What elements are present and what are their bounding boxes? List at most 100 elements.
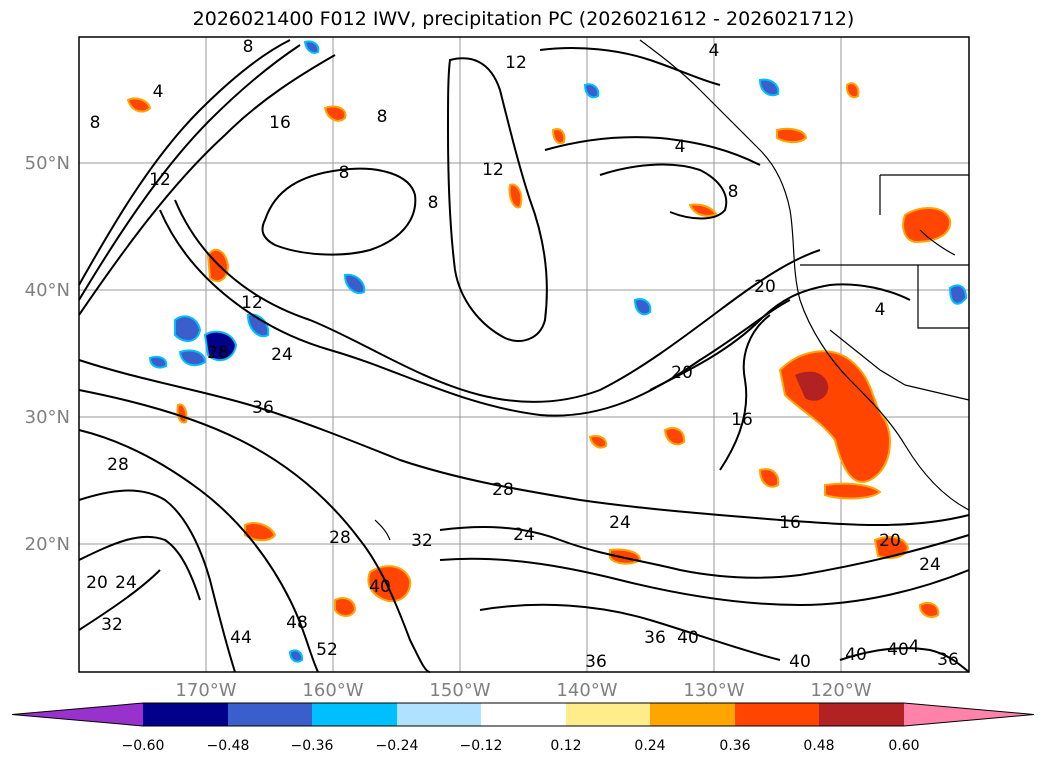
precip-patch-orange [663,427,686,446]
precip-patch-orange [824,482,882,500]
contour-label: 8 [728,182,739,202]
contour-label: 28 [207,343,229,363]
contour-label: 20 [879,531,901,551]
precip-patch-blue [288,649,304,663]
contour-label: 24 [609,513,631,533]
precip-patch-blue [948,284,968,305]
contour-label: 40 [369,577,391,597]
contour-label: 36 [585,652,607,672]
precip-patch-blue [758,78,780,97]
precip-patch-orange [551,128,566,145]
contour-label: 40 [887,640,909,660]
contour-label: 24 [271,345,293,365]
contour-label: 16 [779,513,801,533]
lat-label: 40°N [25,280,70,301]
precip-patch-orange [126,97,152,113]
precip-patch-orange [902,207,952,244]
contour-label: 4 [675,137,686,157]
lon-label: 150°W [429,680,490,701]
contour-label: 36 [252,398,274,418]
lat-label: 30°N [25,407,70,428]
colorbar-tick-label: 0.24 [634,738,665,754]
colorbar-tick-label: 0.12 [550,738,581,754]
contour-labels: 8416128881248481212242836202016428282424… [86,37,959,672]
latitude-labels: 50°N 40°N 30°N 20°N [25,153,70,555]
colorbar [11,702,1035,727]
colorbar-segment [819,703,904,726]
colorbar-tick-label: −0.60 [122,738,165,754]
contour-label: 52 [316,640,338,660]
lon-label: 160°W [302,680,363,701]
colorbar-segment [566,703,650,726]
lon-label: 120°W [810,680,871,701]
colorbar-segment [481,703,566,726]
colorbar-outline [11,702,1035,727]
contour-label: 8 [428,193,439,213]
precip-patch-darkred [795,371,829,401]
lat-label: 50°N [25,153,70,174]
colorbar-segment [650,703,735,726]
colorbar-segment [735,703,819,726]
contour-label: 28 [492,480,514,500]
contour-label: 28 [107,455,129,475]
precip-patch-blue [174,315,202,342]
contour-label: 32 [411,531,433,551]
contour-label: 36 [644,628,666,648]
precip-patch-blue [246,313,270,338]
colorbar-tick-label: −0.24 [376,738,419,754]
precip-patch-orange [334,597,357,617]
precip-patch-blue [178,349,207,367]
precip-patch-orange [688,203,718,217]
contour-label: 8 [243,37,254,57]
contour-label: 4 [709,41,720,61]
contour-label: 8 [377,107,388,127]
gridlines [79,37,969,672]
contour-label: 4 [909,637,920,657]
precip-patch-blue [583,83,600,99]
contour-label: 16 [731,410,753,430]
contour-label: 12 [482,160,504,180]
precip-patch-orange [918,602,940,618]
precip-patch-orange [176,403,188,424]
lat-label: 20°N [25,534,70,555]
contour-label: 48 [286,613,308,633]
contour-label: 4 [153,82,164,102]
precip-patch-blue [343,273,366,294]
colorbar-tick-label: −0.48 [207,738,250,754]
colorbar-tick-label: 0.60 [888,738,919,754]
colorbar-extend-max [904,703,1034,726]
colorbar-segment [228,703,312,726]
contour-label: 20 [754,277,776,297]
colorbar-segment [143,703,228,726]
contour-label: 24 [513,525,535,545]
colorbar-extend-min [12,703,143,726]
contour-label: 12 [149,170,171,190]
contour-label: 32 [101,615,123,635]
contour-label: 24 [115,573,137,593]
contour-label: 28 [329,528,351,548]
contour-label: 12 [505,53,527,73]
colorbar-tick-label: −0.36 [291,738,334,754]
precip-patch-blue [148,355,168,369]
precip-patch-orange [588,435,608,449]
longitude-labels: 170°W 160°W 150°W 140°W 130°W 120°W [175,680,871,701]
colorbar-segment [397,703,481,726]
precip-patch-blue [633,298,652,316]
precip-patch-orange [323,105,347,122]
contour-label: 8 [90,113,101,133]
precip-patch-orange [508,183,523,209]
contour-label: 24 [919,555,941,575]
contour-label: 44 [230,628,252,648]
precip-patch-blue [303,40,320,54]
contour-label: 40 [677,628,699,648]
contour-label: 36 [937,650,959,670]
precip-patch-orange [758,468,780,488]
colorbar-ticks: −0.60 −0.48 −0.36 −0.24 −0.12 0.12 0.24 … [122,738,920,754]
contour-label: 20 [671,363,693,383]
contour-label: 8 [339,163,350,183]
contour-label: 16 [269,113,291,133]
precip-patch-navy [203,330,238,362]
colorbar-tick-label: 0.48 [803,738,834,754]
lon-label: 130°W [683,680,744,701]
